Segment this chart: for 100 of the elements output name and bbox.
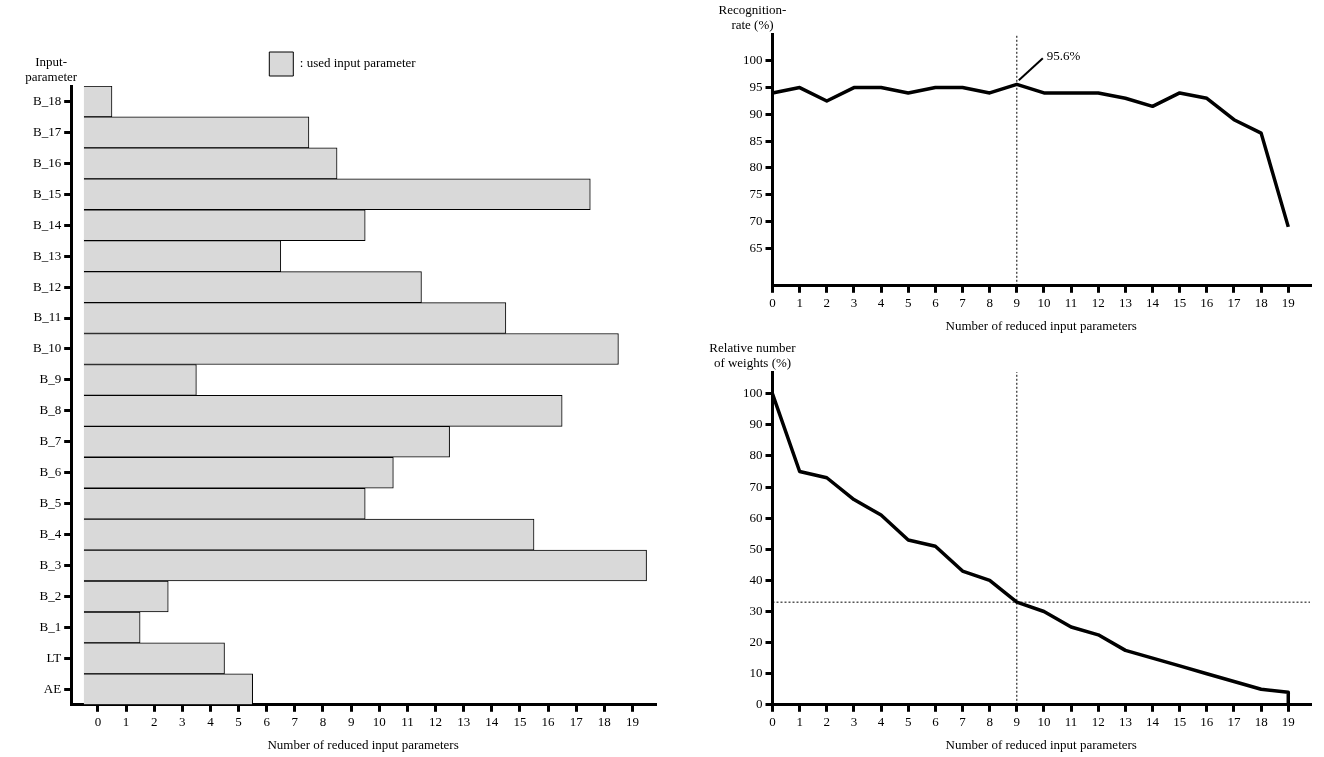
- x-tick-label: 9: [1013, 714, 1021, 730]
- x-tick-label: 2: [823, 714, 831, 730]
- x-tick-label: 6: [263, 714, 271, 730]
- x-tick-label: 4: [877, 714, 885, 730]
- x-tick-label: 16: [1200, 714, 1214, 730]
- x-tick-label: 1: [796, 295, 803, 311]
- y-tick-label: B_3: [39, 556, 62, 572]
- y-tick-label: B_15: [33, 185, 62, 201]
- x-tick-label: 15: [1173, 295, 1187, 311]
- y-tick-label: B_16: [33, 154, 62, 170]
- x-tick-label: 0: [769, 714, 776, 730]
- y-tick-label: B_5: [39, 495, 62, 511]
- x-tick-label: 7: [291, 714, 299, 730]
- x-tick-label: 3: [850, 714, 858, 730]
- y-tick-label: 75: [749, 186, 763, 202]
- x-axis-title: Number of reduced input parameters: [945, 736, 1137, 752]
- x-tick-label: 14: [1146, 714, 1160, 730]
- x-tick-label: 11: [1064, 714, 1078, 730]
- x-tick-label: 6: [932, 295, 940, 311]
- x-tick-label: 4: [877, 295, 885, 311]
- x-tick-label: 5: [904, 295, 912, 311]
- y-tick-label: AE: [43, 680, 62, 696]
- y-tick-label: 0: [756, 696, 763, 712]
- y-tick-label: 80: [749, 447, 763, 463]
- x-tick-label: 13: [1118, 714, 1132, 730]
- y-tick-label: 10: [749, 665, 763, 681]
- x-tick-label: 2: [150, 714, 158, 730]
- y-tick-label: B_12: [33, 278, 62, 294]
- x-tick-label: 17: [569, 714, 584, 730]
- x-tick-label: 6: [932, 714, 940, 730]
- x-tick-label: 11: [401, 714, 414, 730]
- annotation: 95.6%: [1046, 47, 1081, 63]
- y-tick-label: 95: [749, 79, 763, 94]
- y-tick-label: 65: [749, 239, 763, 255]
- y-axis-title: Recognition-rate (%): [718, 1, 787, 32]
- x-tick-label: 15: [513, 714, 527, 730]
- x-tick-label: 9: [347, 714, 355, 730]
- x-tick-label: 0: [769, 295, 776, 311]
- x-axis-title: Number of reduced input parameters: [945, 317, 1137, 333]
- x-tick-label: 14: [1146, 295, 1160, 311]
- y-tick-label: 70: [749, 212, 763, 228]
- x-tick-label: 18: [597, 714, 611, 730]
- x-tick-label: 13: [457, 714, 471, 730]
- x-tick-label: 16: [1200, 295, 1214, 311]
- x-tick-label: 12: [1091, 714, 1105, 730]
- x-tick-label: 17: [1227, 714, 1241, 730]
- y-tick-label: B_4: [39, 526, 62, 542]
- y-tick-label: B_7: [39, 433, 62, 449]
- x-tick-label: 18: [1254, 295, 1268, 311]
- x-tick-label: 9: [1013, 295, 1021, 311]
- x-tick-label: 8: [986, 295, 993, 311]
- x-tick-label: 8: [319, 714, 327, 730]
- y-tick-label: 85: [749, 132, 763, 148]
- y-tick-label: B_13: [33, 247, 62, 263]
- y-tick-label: 60: [749, 509, 763, 525]
- x-tick-label: 10: [1037, 295, 1051, 311]
- y-axis-title: Input-parameter: [25, 53, 78, 84]
- y-tick-label: 100: [743, 385, 763, 401]
- x-tick-label: 3: [850, 295, 858, 311]
- legend-label: : used input parameter: [299, 55, 417, 71]
- y-tick-label: B_8: [39, 402, 62, 418]
- y-tick-label: B_17: [33, 123, 62, 139]
- x-tick-label: 15: [1173, 714, 1187, 730]
- y-tick-label: B_9: [39, 371, 62, 387]
- x-tick-label: 19: [1281, 714, 1295, 730]
- x-tick-label: 19: [1281, 295, 1295, 311]
- x-tick-label: 14: [485, 714, 499, 730]
- y-tick-label: B_10: [33, 340, 62, 356]
- y-tick-label: 80: [749, 159, 763, 175]
- x-tick-label: 0: [94, 714, 102, 730]
- y-tick-label: LT: [46, 649, 62, 665]
- x-tick-label: 2: [823, 295, 831, 311]
- x-tick-label: 7: [959, 714, 967, 730]
- x-tick-label: 8: [986, 714, 993, 730]
- x-tick-label: 19: [625, 714, 639, 730]
- y-tick-label: 40: [749, 571, 763, 587]
- x-tick-label: 12: [1091, 295, 1105, 311]
- x-tick-label: 7: [959, 295, 967, 311]
- y-tick-label: B_18: [33, 92, 62, 108]
- y-tick-label: B_6: [39, 464, 62, 480]
- x-axis-title: Number of reduced input parameters: [267, 736, 459, 752]
- y-tick-label: 90: [749, 416, 763, 432]
- x-tick-label: 5: [235, 714, 242, 730]
- x-tick-label: 18: [1254, 714, 1268, 730]
- x-tick-label: 5: [904, 714, 912, 730]
- y-axis-title: Relative number of weights (%): [709, 339, 797, 370]
- y-tick-label: 90: [749, 105, 763, 121]
- x-tick-label: 3: [179, 714, 186, 730]
- x-tick-label: 10: [1037, 714, 1051, 730]
- y-tick-label: 30: [749, 602, 763, 618]
- y-tick-label: 70: [749, 478, 763, 494]
- x-tick-label: 1: [796, 714, 803, 730]
- y-tick-label: 100: [743, 52, 763, 68]
- x-tick-label: 4: [207, 714, 215, 730]
- x-tick-label: 1: [122, 714, 130, 730]
- y-tick-label: B_14: [33, 216, 62, 232]
- x-tick-label: 16: [541, 714, 556, 730]
- y-tick-label: B_2: [39, 587, 62, 603]
- y-tick-label: 20: [749, 634, 763, 650]
- x-tick-label: 10: [372, 714, 386, 730]
